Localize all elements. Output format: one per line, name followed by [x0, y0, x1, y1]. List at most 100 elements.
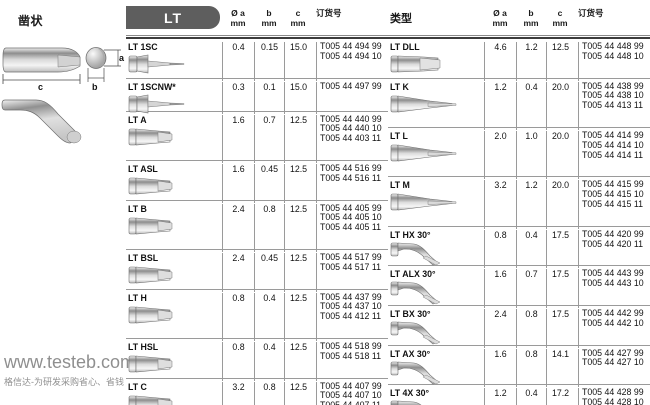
cell-type: LT C: [128, 382, 220, 405]
cell-diameter-a: 2.4: [222, 252, 254, 292]
order-number[interactable]: T005 44 403 11: [320, 133, 381, 144]
cell-c: 12.5: [284, 381, 312, 405]
header-rule-top: [388, 35, 650, 36]
order-number[interactable]: T005 44 415 11: [582, 198, 643, 209]
order-number[interactable]: T005 44 517 99: [320, 251, 382, 262]
order-number[interactable]: T005 44 517 11: [320, 261, 381, 272]
cell-b: 1.2: [516, 180, 546, 229]
order-number[interactable]: T005 44 415 99: [582, 179, 644, 190]
table-row[interactable]: LT C 3.2 0.8 12.5 T005 44 407 99 T005 44 …: [126, 379, 388, 405]
order-number[interactable]: T005 44 494 99: [320, 41, 382, 51]
tip-table-right: 类型 Ø a mm b mm c mm 订货号 LT DLL 4.6 1.2 12.5…: [388, 0, 650, 405]
order-number[interactable]: T005 44 518 99: [320, 340, 382, 351]
order-number[interactable]: T005 44 497 99: [320, 80, 382, 91]
order-number[interactable]: T005 44 438 99: [582, 80, 644, 91]
cell-diameter-a: 1.2: [484, 388, 516, 405]
cell-type: LT BSL: [128, 253, 220, 290]
table-row[interactable]: LT K 1.2 0.4 20.0 T005 44 438 99 T005 44 …: [388, 79, 650, 130]
order-number[interactable]: T005 44 414 11: [582, 149, 643, 160]
cell-b: 0.45: [254, 252, 284, 292]
order-number[interactable]: T005 44 437 10: [320, 301, 382, 312]
tip-bent-30-icon: [390, 242, 482, 271]
chisel-side-view: [2, 47, 81, 73]
order-number[interactable]: T005 44 440 10: [320, 123, 382, 134]
table-body-right: LT DLL 4.6 1.2 12.5 T005 44 448 99 T005 4…: [388, 39, 650, 405]
cell-c: 12.5: [284, 203, 312, 252]
table-row[interactable]: LT A 1.6 0.7 12.5 T005 44 440 99 T005 44 …: [126, 112, 388, 163]
table-row[interactable]: LT DLL 4.6 1.2 12.5 T005 44 448 99 T005 4…: [388, 39, 650, 81]
cell-type: LT M: [390, 180, 482, 217]
order-number[interactable]: T005 44 518 11: [320, 350, 381, 361]
cell-order-numbers: T005 44 518 99 T005 44 518 11: [316, 340, 388, 381]
order-number[interactable]: T005 44 405 11: [320, 222, 381, 233]
cell-b: 0.4: [516, 388, 546, 405]
order-number[interactable]: T005 44 443 10: [582, 278, 644, 289]
order-number[interactable]: T005 44 415 10: [582, 189, 644, 200]
order-number[interactable]: T005 44 414 10: [582, 139, 644, 150]
cell-diameter-a: 2.4: [484, 308, 516, 348]
table-row[interactable]: LT L 2.0 1.0 20.0 T005 44 414 99 T005 44 …: [388, 128, 650, 180]
order-number[interactable]: T005 44 405 10: [320, 212, 382, 223]
order-number[interactable]: T005 44 427 99: [582, 347, 644, 358]
tip-type-label: LT ASL: [128, 163, 158, 174]
dimension-label-b: b: [92, 82, 98, 92]
order-number[interactable]: T005 44 516 99: [320, 162, 382, 173]
chisel-tip-dimension-diagram: c a b: [1, 47, 125, 144]
order-number[interactable]: T005 44 413 11: [582, 100, 643, 111]
tip-type-label: LT BSL: [128, 252, 159, 263]
order-number[interactable]: T005 44 443 99: [582, 268, 644, 279]
cell-b: 0.8: [516, 308, 546, 348]
order-number[interactable]: T005 44 442 10: [582, 317, 644, 328]
tip-table-left: LT Ø a mm b mm c mm 订货号 LT 1SC 0.4 0.15 15.…: [126, 0, 388, 405]
order-number[interactable]: T005 44 494 10: [320, 50, 382, 61]
table-row[interactable]: LT ALX 30° 1.6 0.7 17.5 T005 44 443 99 T0…: [388, 266, 650, 308]
order-number[interactable]: T005 44 440 99: [320, 113, 382, 124]
cell-order-numbers: T005 44 415 99 T005 44 415 10 T005 44 415 …: [578, 179, 650, 229]
column-header-order-number: 订货号: [316, 8, 342, 18]
order-number[interactable]: T005 44 448 99: [582, 41, 644, 51]
table-row[interactable]: LT B 2.4 0.8 12.5 T005 44 405 99 T005 44 …: [126, 201, 388, 252]
order-number[interactable]: T005 44 407 10: [320, 390, 382, 401]
order-number[interactable]: T005 44 448 10: [582, 50, 644, 61]
cell-order-numbers: T005 44 442 99 T005 44 442 10: [578, 307, 650, 348]
header-rule-bottom: [388, 37, 650, 39]
table-row[interactable]: LT 1SCNW* 0.3 0.1 15.0 T005 44 497 99: [126, 79, 388, 114]
section-title: 凿状: [18, 14, 44, 28]
header-rule-top: [126, 35, 388, 36]
order-number[interactable]: T005 44 437 99: [320, 291, 382, 302]
order-number[interactable]: T005 44 407 11: [320, 400, 388, 405]
cell-type: LT A: [128, 115, 220, 152]
cell-c: 12.5: [284, 252, 312, 292]
order-number[interactable]: T005 44 405 99: [320, 202, 382, 213]
order-number[interactable]: T005 44 407 99: [320, 380, 382, 391]
table-row[interactable]: LT AX 30° 1.6 0.8 14.1 T005 44 427 99 T00…: [388, 346, 650, 388]
order-number[interactable]: T005 44 420 11: [582, 238, 643, 249]
table-row[interactable]: LT BSL 2.4 0.45 12.5 T005 44 517 99 T005 …: [126, 250, 388, 292]
series-tab-lt[interactable]: LT: [126, 6, 220, 29]
table-row[interactable]: LT HSL 0.8 0.4 12.5 T005 44 518 99 T005 4…: [126, 339, 388, 381]
order-number[interactable]: T005 44 428 10: [582, 396, 644, 405]
table-row[interactable]: LT BX 30° 2.4 0.8 17.5 T005 44 442 99 T00…: [388, 306, 650, 348]
dimension-b: [87, 68, 105, 82]
order-number[interactable]: T005 44 442 99: [582, 307, 644, 318]
order-number[interactable]: T005 44 427 10: [582, 357, 644, 368]
tip-type-label: LT BX 30°: [390, 308, 431, 319]
order-number[interactable]: T005 44 414 99: [582, 129, 644, 140]
cell-b: 0.7: [254, 114, 284, 163]
order-number[interactable]: T005 44 516 11: [320, 172, 381, 183]
table-row[interactable]: LT H 0.8 0.4 12.5 T005 44 437 99 T005 44 …: [126, 290, 388, 341]
order-number[interactable]: T005 44 438 10: [582, 90, 644, 101]
cell-c: 17.5: [546, 229, 574, 269]
order-number[interactable]: T005 44 428 99: [582, 387, 644, 398]
table-row[interactable]: LT 4X 30° 1.2 0.4 17.2 T005 44 428 99 T00…: [388, 385, 650, 405]
cell-b: 0.4: [254, 341, 284, 381]
tip-bent-30-icon: [390, 400, 482, 405]
table-row[interactable]: LT 1SC 0.4 0.15 15.0 T005 44 494 99 T005 …: [126, 39, 388, 81]
table-row[interactable]: LT ASL 1.6 0.45 12.5 T005 44 516 99 T005 …: [126, 161, 388, 203]
dimension-label-c: c: [38, 82, 43, 92]
cell-c: 17.2: [546, 388, 574, 405]
table-row[interactable]: LT M 3.2 1.2 20.0 T005 44 415 99 T005 44 …: [388, 177, 650, 229]
order-number[interactable]: T005 44 420 99: [582, 228, 644, 239]
table-row[interactable]: LT HX 30° 0.8 0.4 17.5 T005 44 420 99 T00…: [388, 227, 650, 269]
order-number[interactable]: T005 44 412 11: [320, 311, 381, 322]
